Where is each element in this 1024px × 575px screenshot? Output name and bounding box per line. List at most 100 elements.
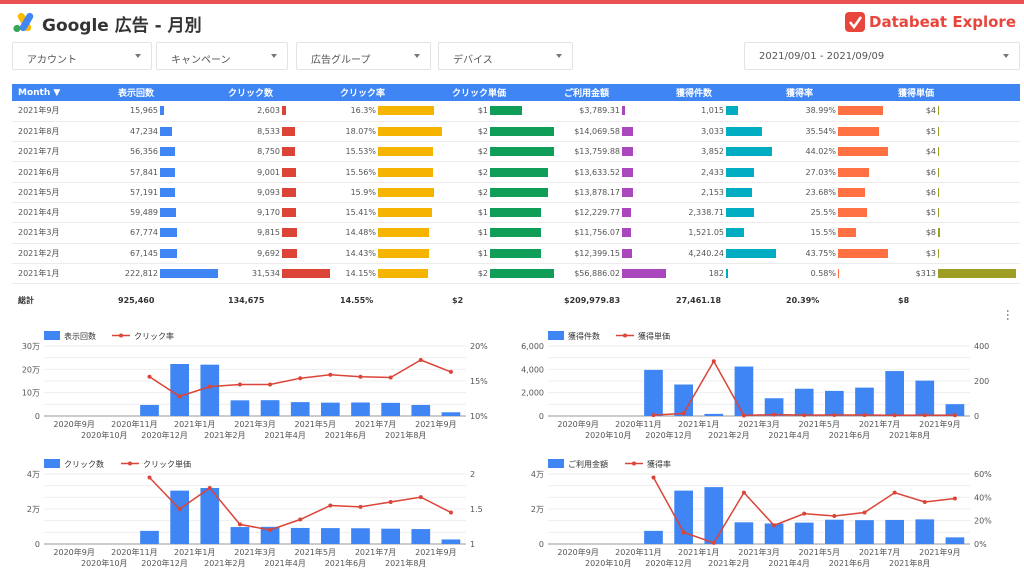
- metric-cell: 15.9%: [334, 182, 446, 203]
- metric-cell-content: 15.53%: [334, 147, 446, 157]
- chart-bar: [825, 390, 844, 416]
- metric-bar: [282, 228, 297, 238]
- metric-bar: [490, 106, 522, 116]
- metric-bar: [838, 106, 883, 116]
- x-tick-label: 2021年2月: [204, 430, 245, 440]
- metric-bar: [490, 248, 541, 258]
- metric-cell-content: $13,633.52: [558, 167, 670, 177]
- table-row[interactable]: 2021年4月 59,489 9,170 15.41% $1 $12,229.77 2,33…: [12, 202, 1020, 224]
- metric-cell-content: 16.3%: [334, 106, 446, 116]
- metric-cell: 3,852: [670, 141, 780, 163]
- metric-value: $13,878.17: [574, 187, 620, 197]
- y-right-tick: 1: [470, 540, 475, 549]
- x-tick-label: 2020年11月: [111, 547, 158, 557]
- metric-bar: [838, 269, 839, 279]
- table-row[interactable]: 2021年5月 57,191 9,093 15.9% $2 $13,878.17 2,153…: [12, 182, 1020, 203]
- metric-cell: 23.68%: [780, 182, 892, 203]
- chart-line-point: [147, 374, 152, 379]
- chart-line-point: [358, 504, 363, 509]
- metric-cell: $12,229.77: [558, 202, 670, 224]
- date-range-picker[interactable]: 2021/09/01 - 2021/09/09: [744, 42, 1020, 70]
- account-filter[interactable]: アカウント: [12, 42, 152, 70]
- metric-value: 23.68%: [805, 187, 836, 197]
- metric-value: 25.5%: [810, 208, 836, 218]
- metric-value: 14.48%: [345, 228, 376, 238]
- metric-value: $2: [477, 167, 488, 177]
- chart-bar: [794, 522, 814, 544]
- table-row[interactable]: 2021年8月 47,234 8,533 18.07% $2 $14,069.58 3,03…: [12, 121, 1020, 143]
- column-header[interactable]: 表示回数: [112, 84, 222, 101]
- chart-line-point: [388, 500, 393, 504]
- column-header[interactable]: クリック率: [334, 84, 446, 101]
- table-row[interactable]: 2021年6月 57,841 9,001 15.56% $2 $13,633.52 2,43…: [12, 161, 1020, 183]
- table-row[interactable]: 2021年1月 222,812 31,534 14.15% $2 $56,886.02 18…: [12, 263, 1020, 285]
- chart-line-point: [147, 475, 152, 480]
- metric-cell: $13,759.88: [558, 141, 670, 163]
- metric-cell: $12,399.15: [558, 243, 670, 264]
- chevron-down-icon: [414, 54, 420, 58]
- column-header[interactable]: ご利用金額: [558, 84, 670, 101]
- chart-bar: [915, 380, 935, 416]
- more-options-icon[interactable]: ⋯: [1001, 309, 1015, 321]
- month-cell: 2021年2月: [12, 243, 112, 264]
- month-label: 2021年3月: [18, 228, 60, 238]
- column-header[interactable]: クリック単価: [446, 84, 558, 101]
- month-label: 2021年6月: [18, 167, 60, 177]
- metric-value: 15.53%: [345, 147, 376, 157]
- month-cell: 2021年4月: [12, 202, 112, 224]
- y-right-tick: 1.5: [470, 505, 483, 514]
- chart-bar: [381, 402, 400, 416]
- y-left-tick: 2,000: [521, 389, 544, 398]
- column-header[interactable]: クリック数: [222, 84, 334, 101]
- month-sort-header[interactable]: Month ▼: [12, 84, 112, 101]
- metric-bar: [160, 228, 177, 238]
- metric-cell-content: 35.54%: [780, 126, 892, 136]
- chart-line-point: [922, 413, 927, 418]
- legend-bar-swatch: [44, 331, 60, 340]
- chart-line-point: [681, 411, 686, 416]
- metric-cell-content: $6: [892, 187, 1020, 197]
- metric-bar: [282, 147, 295, 157]
- total-value: $209,979.83: [564, 295, 621, 305]
- x-tick-label: 2021年6月: [829, 430, 870, 440]
- header: Google 広告 - 月別 Databeat Explore: [0, 4, 1024, 38]
- column-header[interactable]: 獲得単価: [892, 84, 1020, 101]
- table-row[interactable]: 2021年3月 67,774 9,815 14.48% $1 $11,756.07 1,52…: [12, 222, 1020, 244]
- chart-bar: [764, 398, 784, 416]
- column-header[interactable]: 獲得件数: [670, 84, 780, 101]
- month-label: 2021年7月: [18, 147, 60, 157]
- metric-cell-content: 9,093: [222, 187, 334, 197]
- adgroup-filter[interactable]: 広告グループ: [296, 42, 431, 70]
- legend-bar-swatch: [44, 459, 60, 468]
- metric-bar: [160, 147, 175, 157]
- metric-value: $1: [477, 208, 488, 218]
- metric-value: 1,015: [701, 106, 724, 116]
- device-filter[interactable]: デバイス: [438, 42, 573, 70]
- chart-bar: [321, 528, 340, 544]
- x-tick-label: 2021年3月: [738, 547, 779, 557]
- column-header[interactable]: 獲得率: [780, 84, 892, 101]
- metric-bar: [838, 167, 869, 177]
- x-tick-label: 2021年4月: [768, 558, 809, 568]
- chart-line-point: [802, 511, 807, 516]
- metric-bar: [160, 269, 218, 279]
- metric-bar: [622, 187, 633, 197]
- metric-bar: [726, 248, 776, 258]
- campaign-filter[interactable]: キャンペーン: [156, 42, 288, 70]
- metric-cell: 15,965: [112, 101, 222, 122]
- chart-line-point: [448, 369, 453, 374]
- chart-line-point: [448, 510, 453, 515]
- x-tick-label: 2020年10月: [81, 558, 128, 568]
- table-row[interactable]: 2021年9月 15,965 2,603 16.3% $1 $3,789.31 1,015 3…: [12, 101, 1020, 122]
- metric-bar: [378, 187, 434, 197]
- metric-value: $2: [477, 187, 488, 197]
- y-right-tick: 200: [974, 377, 989, 386]
- metric-value: 8,750: [257, 147, 280, 157]
- table-row[interactable]: 2021年7月 56,356 8,750 15.53% $2 $13,759.88 3,85…: [12, 141, 1020, 163]
- metric-value: 182: [708, 269, 724, 279]
- metric-value: 15.5%: [810, 228, 836, 238]
- table-row[interactable]: 2021年2月 67,145 9,692 14.43% $1 $12,399.15 4,24…: [12, 243, 1020, 264]
- metric-cell: $2: [446, 121, 558, 143]
- metric-bar: [726, 167, 754, 177]
